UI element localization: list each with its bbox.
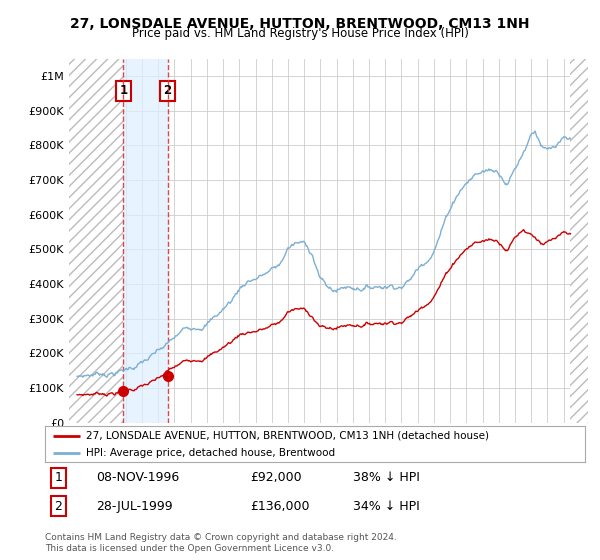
Bar [69, 59, 124, 423]
Text: 27, LONSDALE AVENUE, HUTTON, BRENTWOOD, CM13 1NH: 27, LONSDALE AVENUE, HUTTON, BRENTWOOD, … [70, 17, 530, 31]
Bar [571, 59, 588, 423]
Text: 1: 1 [55, 471, 62, 484]
Text: 27, LONSDALE AVENUE, HUTTON, BRENTWOOD, CM13 1NH (detached house): 27, LONSDALE AVENUE, HUTTON, BRENTWOOD, … [86, 431, 488, 441]
Bar [69, 59, 124, 423]
Text: 1: 1 [119, 84, 128, 97]
Text: £136,000: £136,000 [250, 500, 310, 512]
Text: 38% ↓ HPI: 38% ↓ HPI [353, 471, 419, 484]
Text: 28-JUL-1999: 28-JUL-1999 [96, 500, 173, 512]
Text: Contains HM Land Registry data © Crown copyright and database right 2024.
This d: Contains HM Land Registry data © Crown c… [45, 533, 397, 553]
Text: 2: 2 [164, 84, 172, 97]
Text: 08-NOV-1996: 08-NOV-1996 [96, 471, 179, 484]
Bar [571, 59, 588, 423]
Text: £92,000: £92,000 [250, 471, 302, 484]
Text: 34% ↓ HPI: 34% ↓ HPI [353, 500, 419, 512]
Text: Price paid vs. HM Land Registry's House Price Index (HPI): Price paid vs. HM Land Registry's House … [131, 27, 469, 40]
Bar [124, 59, 167, 423]
Text: 2: 2 [55, 500, 62, 512]
Text: HPI: Average price, detached house, Brentwood: HPI: Average price, detached house, Bren… [86, 448, 335, 458]
